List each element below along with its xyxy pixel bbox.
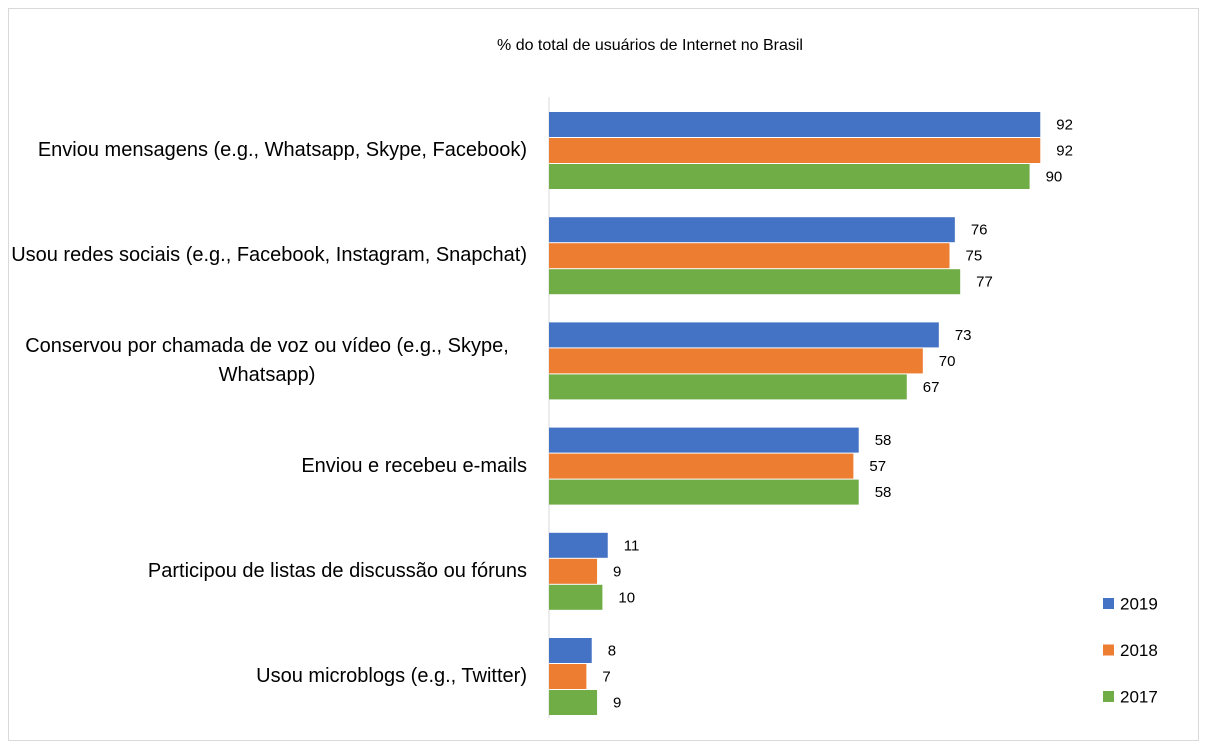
category-label-box: Enviou mensagens (e.g., Whatsapp, Skype,… — [7, 98, 527, 203]
category-label: Enviou mensagens (e.g., Whatsapp, Skype,… — [37, 139, 527, 162]
value-label: 67 — [923, 379, 940, 396]
bar — [549, 558, 598, 584]
category-label: Conservou por chamada de voz ou vídeo (e… — [25, 334, 509, 386]
category-label-box: Conservou por chamada de voz ou vídeo (e… — [7, 308, 527, 413]
bar — [549, 638, 592, 663]
value-label: 7 — [602, 668, 610, 685]
value-label: 75 — [966, 248, 983, 265]
category-label-box: Usou microblogs (e.g., Twitter) — [7, 624, 527, 729]
value-label: 9 — [613, 694, 621, 711]
legend-label: 2019 — [1120, 594, 1158, 613]
legend-swatch — [1103, 598, 1114, 609]
bar — [549, 479, 859, 505]
value-label: 57 — [869, 458, 886, 475]
bar — [549, 138, 1041, 163]
value-label: 58 — [875, 484, 892, 501]
chart-title: % do total de usuários de Internet no Br… — [497, 37, 803, 54]
category-label: Enviou e recebeu e-mails — [301, 454, 527, 477]
bar — [549, 374, 907, 400]
legend-label: 2017 — [1120, 687, 1158, 706]
bar — [549, 427, 859, 453]
value-label: 8 — [608, 642, 616, 659]
value-label: 76 — [971, 222, 988, 239]
bar — [549, 322, 939, 348]
category-label: Usou redes sociais (e.g., Facebook, Inst… — [11, 244, 527, 267]
value-label: 70 — [939, 353, 956, 370]
value-label: 90 — [1046, 168, 1063, 185]
value-label: 92 — [1056, 116, 1073, 133]
bar — [549, 112, 1041, 137]
bar — [549, 243, 950, 269]
category-label: Participou de listas de discussão ou fór… — [147, 559, 527, 582]
category-label-box: Enviou e recebeu e-mails — [7, 414, 527, 519]
category-label: Usou microblogs (e.g., Twitter) — [256, 665, 527, 688]
legend-swatch — [1103, 691, 1114, 702]
value-label: 11 — [624, 537, 640, 554]
category-label-box: Participou de listas de discussão ou fór… — [7, 519, 527, 624]
bar — [549, 348, 923, 374]
value-label: 10 — [618, 589, 635, 606]
category-label-box: Usou redes sociais (e.g., Facebook, Inst… — [7, 203, 527, 308]
bar — [549, 664, 587, 689]
legend-swatch — [1103, 644, 1114, 656]
value-label: 77 — [976, 274, 993, 291]
bar — [549, 532, 608, 558]
legend-label: 2018 — [1120, 641, 1158, 660]
value-label: 92 — [1056, 142, 1073, 159]
bar — [549, 269, 961, 295]
bar — [549, 164, 1030, 189]
value-label: 9 — [613, 563, 621, 580]
bar — [549, 690, 598, 715]
value-label: 58 — [875, 432, 892, 449]
bar — [549, 453, 854, 479]
bar — [549, 584, 603, 610]
value-label: 73 — [955, 327, 972, 344]
bar — [549, 217, 955, 243]
